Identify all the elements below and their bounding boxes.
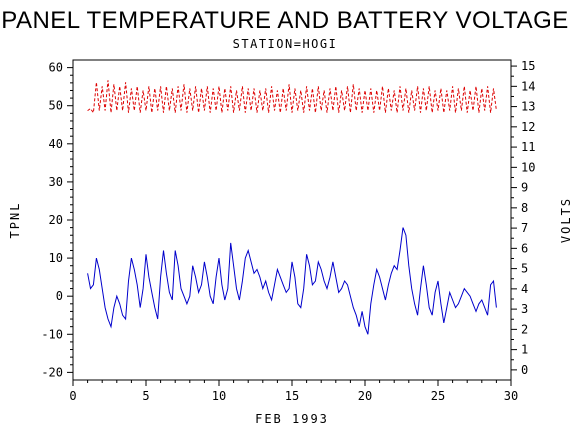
y-right-tick-label: 7 [521,221,528,235]
y-left-tick-label: -20 [41,365,63,379]
y-axis-label-right: VOLTS [559,197,570,243]
y-left-tick-label: 50 [49,99,63,113]
y-left-tick-label: 0 [56,289,63,303]
y-right-tick-label: 13 [521,100,535,114]
y-axis-label-left: TPNL [8,202,22,239]
chart-title: PANEL TEMPERATURE AND BATTERY VOLTAGE [1,7,569,34]
x-tick-label: 30 [504,389,518,403]
x-tick-label: 20 [358,389,372,403]
y-right-tick-label: 5 [521,262,528,276]
x-axis-label: FEB 1993 [255,412,329,426]
series-layer [87,80,497,335]
battery-voltage-line [87,80,497,115]
x-tick-label: 10 [212,389,226,403]
y-right-tick-label: 15 [521,59,535,73]
y-right-tick-label: 0 [521,363,528,377]
y-right-tick-label: 14 [521,79,535,93]
y-right-tick-label: 10 [521,160,535,174]
y-left-tick-label: 60 [49,61,63,75]
y-right-tick-label: 8 [521,201,528,215]
x-tick-label: 15 [285,389,299,403]
y-right-tick-label: 11 [521,140,535,154]
y-left-tick-label: -10 [41,327,63,341]
y-right-tick-label: 6 [521,241,528,255]
y-left-tick-label: 20 [49,213,63,227]
y-right-tick-label: 4 [521,282,528,296]
x-tick-label: 25 [431,389,445,403]
x-tick-label: 0 [69,389,76,403]
chart-subtitle: STATION=HOGI [233,37,338,51]
x-tick-label: 5 [142,389,149,403]
axes: 0 5 10 15 20 25 30-20-100102030405060012345678… [41,59,535,403]
y-left-tick-label: 40 [49,137,63,151]
y-left-tick-label: 10 [49,251,63,265]
y-right-tick-label: 2 [521,322,528,336]
panel-temperature-line [87,227,497,335]
y-left-tick-label: 30 [49,175,63,189]
y-right-tick-label: 9 [521,181,528,195]
y-right-tick-label: 12 [521,120,535,134]
y-right-tick-label: 3 [521,302,528,316]
y-right-tick-label: 1 [521,343,528,357]
